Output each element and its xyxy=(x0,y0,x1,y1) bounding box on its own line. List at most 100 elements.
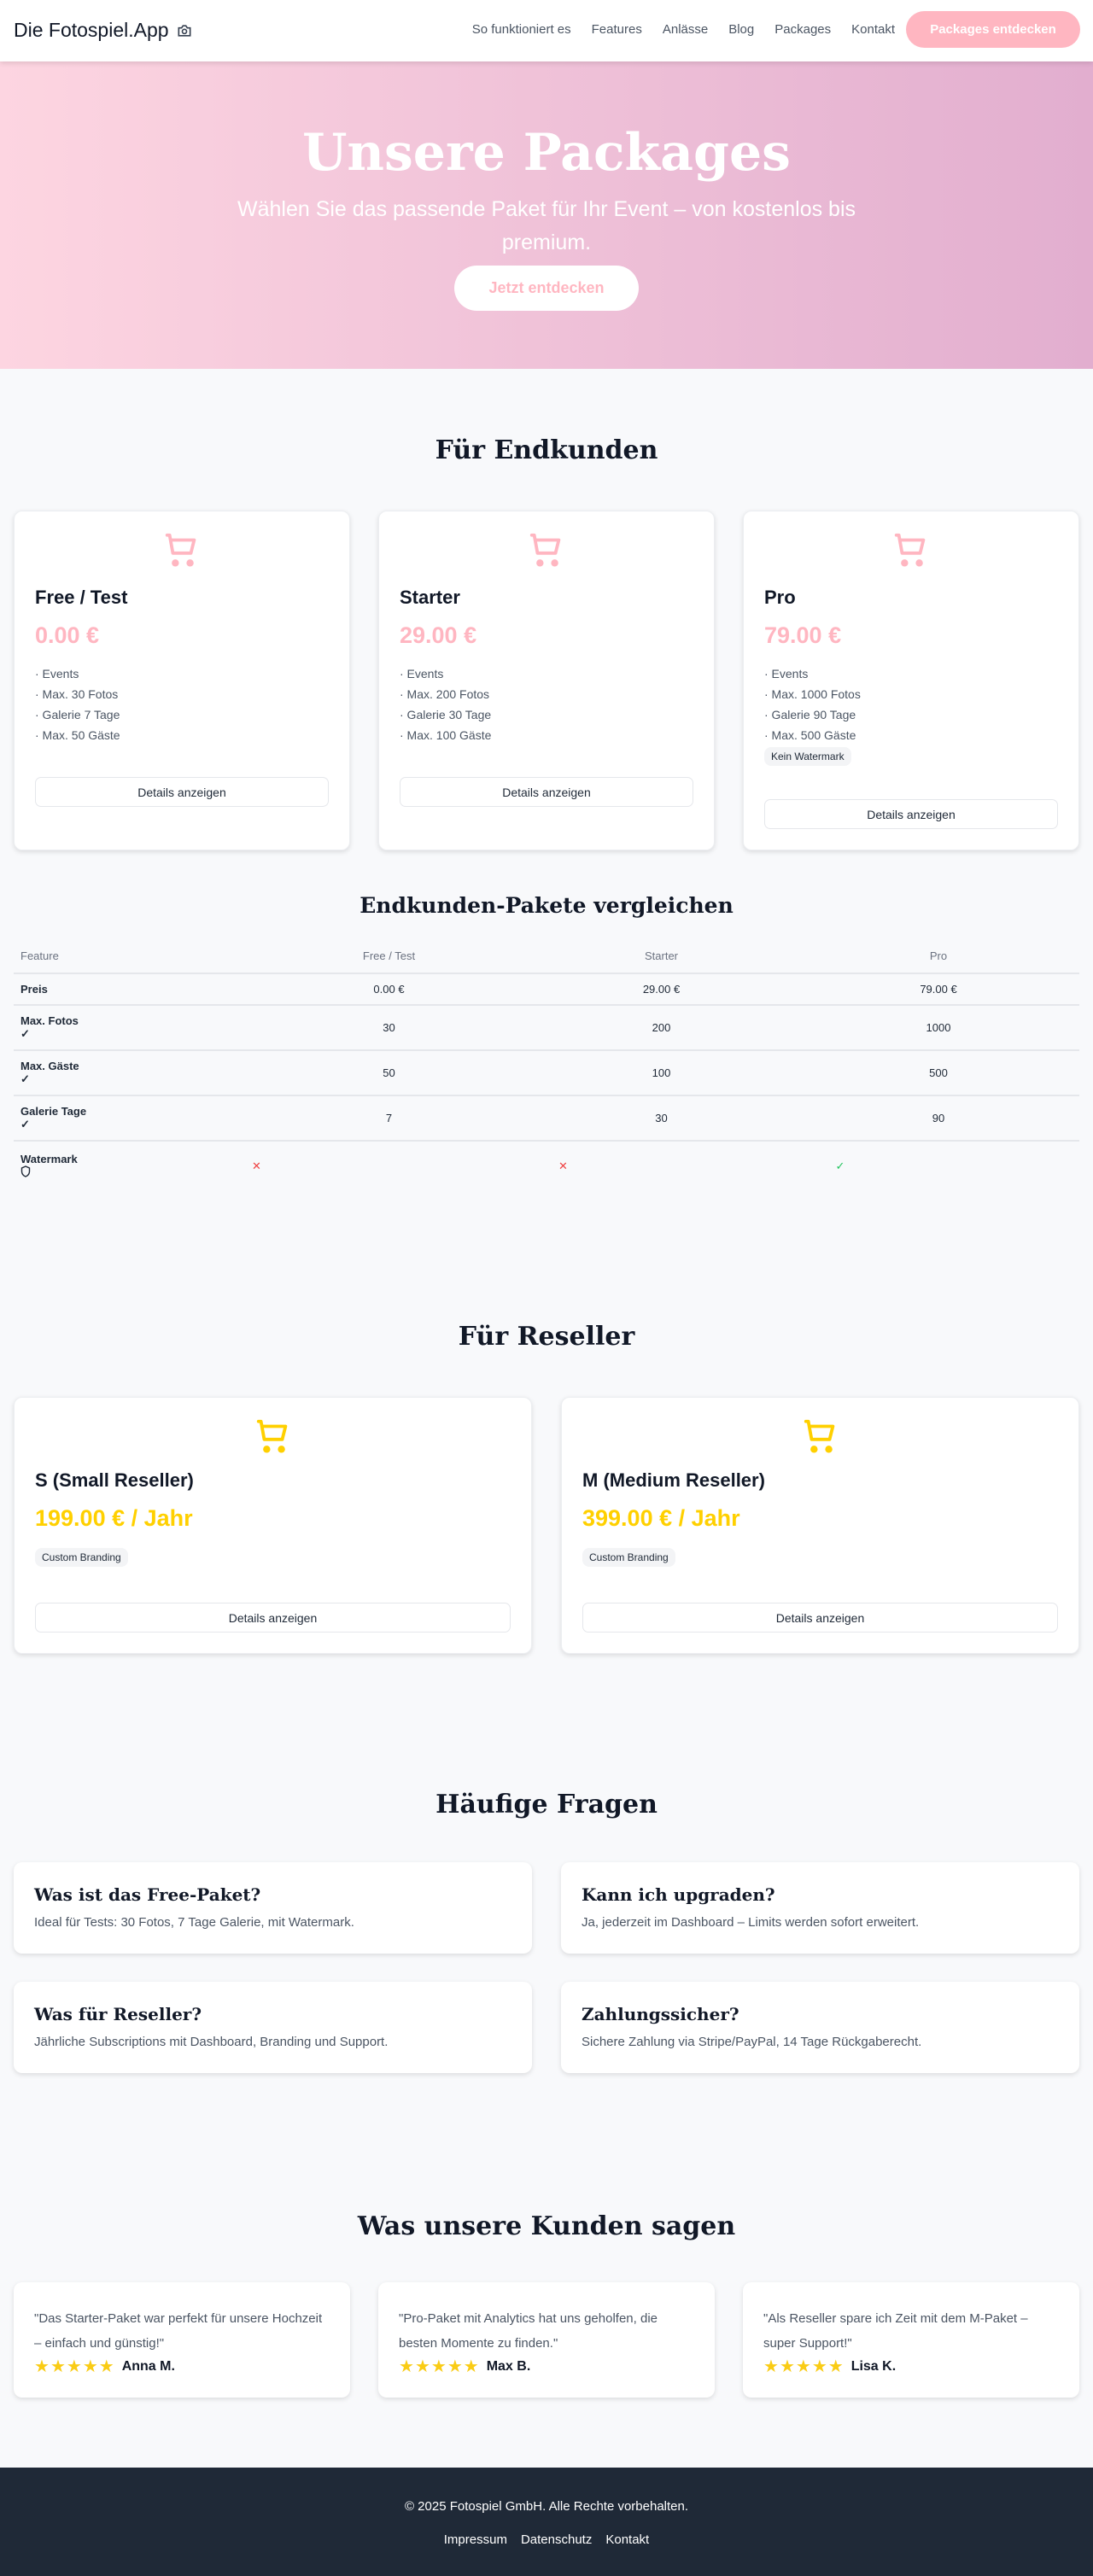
details-button[interactable]: Details anzeigen xyxy=(35,777,329,807)
site-header: Die Fotospiel.App So funktioniert es Fea… xyxy=(0,0,1093,61)
footer: © 2025 Fotospiel GmbH. Alle Rechte vorbe… xyxy=(0,2468,1093,2576)
compare-heading: Endkunden-Pakete vergleichen xyxy=(359,893,734,918)
faq-question: Kann ich upgraden? xyxy=(582,1884,775,1905)
col-feature: Feature xyxy=(14,939,253,974)
package-card: Starter 29.00 € · Events · Max. 200 Fotos… xyxy=(378,511,715,850)
nav-kontakt[interactable]: Kontakt xyxy=(851,22,895,37)
check-icon: ✓ xyxy=(20,1072,30,1085)
table-cell: 29.00 € xyxy=(642,983,681,996)
check-icon: ✓ xyxy=(20,1118,30,1130)
copyright: © 2025 Fotospiel GmbH. Alle Rechte vorbe… xyxy=(404,2499,689,2514)
footer-link-datenschutz[interactable]: Datenschutz xyxy=(520,2532,593,2547)
feature-item: · Events xyxy=(400,667,444,681)
package-name: Pro xyxy=(764,587,796,608)
feature-label: Max. Gäste xyxy=(20,1060,79,1072)
nav-blog[interactable]: Blog xyxy=(728,22,755,37)
details-button[interactable]: Details anzeigen xyxy=(764,799,1058,829)
feature-item: · Max. 100 Gäste xyxy=(400,728,492,742)
star-icon: ★ xyxy=(82,2357,98,2376)
cross-icon: ✕ xyxy=(252,1159,261,1172)
main-nav: So funktioniert es Features Anlässe Blog… xyxy=(472,22,895,37)
package-card: Free / Test 0.00 € · Events · Max. 30 Fot… xyxy=(14,511,350,850)
testimonial-card: "Das Starter-Paket war perfekt für unser… xyxy=(14,2282,350,2398)
table-cell: 50 xyxy=(383,1066,395,1079)
nav-packages[interactable]: Packages xyxy=(774,22,832,37)
table-cell: 1000 xyxy=(926,1021,951,1034)
testimonial-author: Max B. xyxy=(486,2358,531,2374)
feature-label: Galerie Tage xyxy=(20,1105,87,1118)
packages-entdecken-button[interactable]: Packages entdecken xyxy=(906,11,1080,48)
table-cell: 90 xyxy=(932,1112,945,1124)
package-price: 399.00 € / Jahr xyxy=(582,1505,740,1531)
table-cell: 0.00 € xyxy=(373,983,405,996)
rating: ★ ★ ★ ★ ★ Max B. xyxy=(399,2356,530,2377)
faq-card: Was für Reseller? Jährliche Subscription… xyxy=(14,1982,532,2073)
cross-icon: ✕ xyxy=(558,1159,568,1172)
logo[interactable]: Die Fotospiel.App xyxy=(14,19,193,42)
footer-link-kontakt[interactable]: Kontakt xyxy=(605,2532,650,2547)
package-name: Starter xyxy=(400,587,460,608)
cart-icon xyxy=(165,533,196,567)
footer-link-impressum[interactable]: Impressum xyxy=(443,2532,507,2547)
faq-heading: Häufige Fragen xyxy=(435,1790,658,1820)
details-button[interactable]: Details anzeigen xyxy=(35,1603,511,1633)
star-icon: ★ xyxy=(447,2357,463,2376)
reseller-card: S (Small Reseller) 199.00 € / Jahr Custo… xyxy=(14,1397,532,1654)
star-icon: ★ xyxy=(66,2357,82,2376)
reseller-heading: Für Reseller xyxy=(458,1322,635,1352)
star-icon: ★ xyxy=(399,2357,414,2376)
table-cell: 30 xyxy=(383,1021,395,1034)
testimonial-author: Lisa K. xyxy=(850,2358,897,2374)
hero-subtitle: Wählen Sie das passende Paket für Ihr Ev… xyxy=(237,197,856,254)
reseller-card: M (Medium Reseller) 399.00 € / Jahr Cust… xyxy=(561,1397,1079,1654)
cart-icon xyxy=(256,1419,287,1453)
star-icon: ★ xyxy=(795,2357,811,2376)
package-name: S (Small Reseller) xyxy=(35,1469,194,1491)
feature-label: Preis xyxy=(20,983,48,996)
shield-icon xyxy=(20,1165,253,1180)
package-price: 199.00 € / Jahr xyxy=(35,1505,193,1531)
feature-list: · Events · Max. 1000 Fotos · Galerie 90 Ta… xyxy=(764,663,861,766)
feature-item: · Galerie 7 Tage xyxy=(35,708,120,721)
table-cell: 7 xyxy=(385,1112,393,1124)
star-icon: ★ xyxy=(98,2357,114,2376)
table-cell: 500 xyxy=(929,1066,948,1079)
check-icon: ✓ xyxy=(835,1159,845,1172)
package-name: M (Medium Reseller) xyxy=(582,1469,765,1491)
col-pro: Pro xyxy=(798,939,1079,974)
feature-item: · Events xyxy=(764,667,809,681)
star-icon: ★ xyxy=(34,2357,50,2376)
details-button[interactable]: Details anzeigen xyxy=(582,1603,1058,1633)
testimonial-author: Anna M. xyxy=(121,2358,175,2374)
star-icon: ★ xyxy=(779,2357,795,2376)
feature-label: Max. Fotos xyxy=(20,1014,79,1027)
nav-so-funktioniert-es[interactable]: So funktioniert es xyxy=(471,22,571,37)
feature-item: · Max. 200 Fotos xyxy=(400,687,490,701)
star-icon: ★ xyxy=(763,2357,779,2376)
testimonial-quote: "Das Starter-Paket war perfekt für unser… xyxy=(34,2311,323,2351)
details-button[interactable]: Details anzeigen xyxy=(400,777,693,807)
table-row: Max. Fotos ✓ 30 200 1000 xyxy=(14,1005,1079,1051)
faq-question: Zahlungssicher? xyxy=(582,2004,739,2024)
star-icon: ★ xyxy=(827,2357,844,2376)
testimonial-card: "Als Reseller spare ich Zeit mit dem M-P… xyxy=(743,2282,1079,2398)
faq-answer: Sichere Zahlung via Stripe/PayPal, 14 Ta… xyxy=(582,2035,922,2049)
package-price: 29.00 € xyxy=(400,622,477,648)
feature-item: · Galerie 30 Tage xyxy=(400,708,492,721)
feature-list: · Events · Max. 30 Fotos · Galerie 7 Tage ·… xyxy=(35,663,120,745)
table-row: Watermark ✕ ✕ ✓ xyxy=(14,1141,1079,1190)
jetzt-entdecken-button[interactable]: Jetzt entdecken xyxy=(454,266,639,311)
nav-anlaesse[interactable]: Anlässe xyxy=(662,22,709,37)
feature-item: · Max. 30 Fotos xyxy=(35,687,119,701)
testimonials-heading: Was unsere Kunden sagen xyxy=(357,2211,736,2241)
star-icon: ★ xyxy=(463,2357,479,2376)
table-row: Preis 0.00 € 29.00 € 79.00 € xyxy=(14,973,1079,1006)
testimonial-quote: "Pro-Paket mit Analytics hat uns geholfe… xyxy=(399,2311,658,2351)
feature-item: · Events xyxy=(35,667,79,681)
camera-icon xyxy=(178,24,191,37)
nav-features[interactable]: Features xyxy=(591,22,642,37)
cart-icon xyxy=(894,533,926,567)
package-card: Pro 79.00 € · Events · Max. 1000 Fotos · G… xyxy=(743,511,1079,850)
package-name: Free / Test xyxy=(35,587,128,608)
table-row: Galerie Tage ✓ 7 30 90 xyxy=(14,1095,1079,1142)
